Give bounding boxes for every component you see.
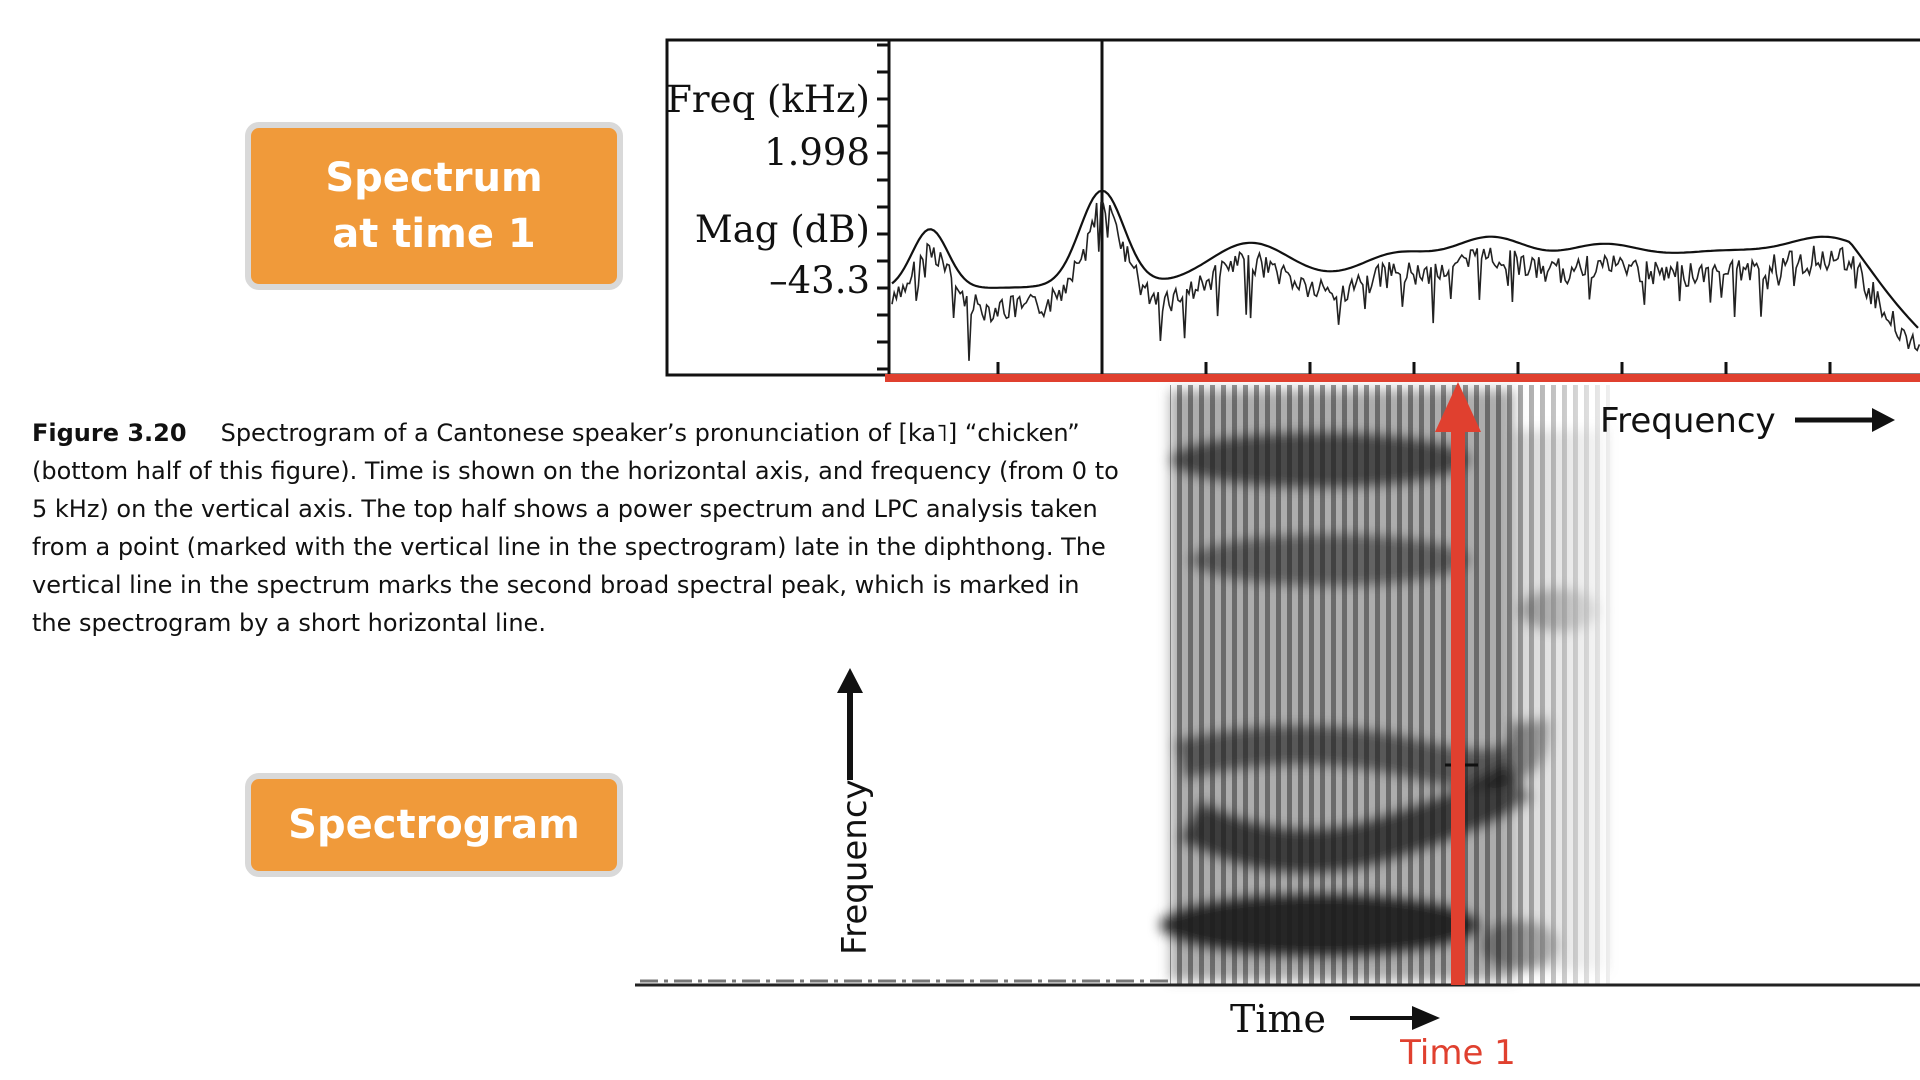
- frequency-horizontal-label: Frequency: [1600, 401, 1776, 441]
- callout-spectrum-line2: at time 1: [332, 211, 536, 257]
- spectrum-y-ticks: [877, 43, 889, 371]
- time-arrow-head: [1412, 1006, 1440, 1030]
- caption-line-1-text: Spectrogram of a Cantonese speaker’s pro…: [220, 419, 1080, 447]
- spectrum-frame: [665, 38, 1920, 377]
- time-annotation: Time: [1230, 997, 1440, 1041]
- frequency-vertical-arrow-head: [837, 668, 863, 693]
- time-label: Time: [1230, 997, 1326, 1041]
- caption-line-4: from a point (marked with the vertical l…: [32, 533, 1106, 561]
- mag-value: –43.3: [769, 259, 870, 302]
- caption-line-6: the spectrogram by a short horizontal li…: [32, 609, 546, 637]
- figure-number: Figure 3.20: [32, 419, 187, 447]
- lpc-envelope-curve: [891, 189, 1919, 329]
- mag-label: Mag (dB): [695, 208, 870, 251]
- frequency-vertical-annotation: Frequency: [835, 668, 875, 955]
- caption-line-5: vertical line in the spectrum marks the …: [32, 571, 1080, 599]
- frequency-horizontal-arrow-head: [1872, 408, 1895, 432]
- callout-spectrogram: Spectrogram: [245, 773, 623, 877]
- spectrogram-fade: [1170, 385, 1610, 985]
- time1-label: Time 1: [1399, 1033, 1516, 1073]
- callout-spectrum-line1: Spectrum: [325, 155, 543, 201]
- caption-line-2: (bottom half of this figure). Time is sh…: [32, 457, 1119, 485]
- spectrogram-image: [635, 385, 1920, 987]
- time1-marker: Time 1: [885, 374, 1920, 1073]
- spectrum-x-ticks: [996, 362, 1832, 374]
- frequency-vertical-label: Frequency: [835, 779, 875, 955]
- freq-value: 1.998: [764, 131, 870, 174]
- red-arrow-head: [1435, 382, 1481, 432]
- caption-line-1: Figure 3.20 Spectrogram of a Cantonese sp…: [32, 414, 1132, 452]
- spectrum-panel: Freq (kHz) 1.998 Mag (dB) –43.3: [665, 38, 1920, 377]
- figure-caption: Figure 3.20 Spectrogram of a Cantonese sp…: [32, 414, 1132, 642]
- freq-label: Freq (kHz): [666, 78, 870, 121]
- frequency-horizontal-annotation: Frequency: [1600, 401, 1895, 441]
- caption-line-3: 5 kHz) on the vertical axis. The top hal…: [32, 495, 1098, 523]
- callout-spectrogram-label: Spectrogram: [288, 802, 580, 848]
- power-spectrum-curve: [891, 201, 1920, 361]
- callout-spectrum-at-time-1: Spectrum at time 1: [245, 122, 623, 290]
